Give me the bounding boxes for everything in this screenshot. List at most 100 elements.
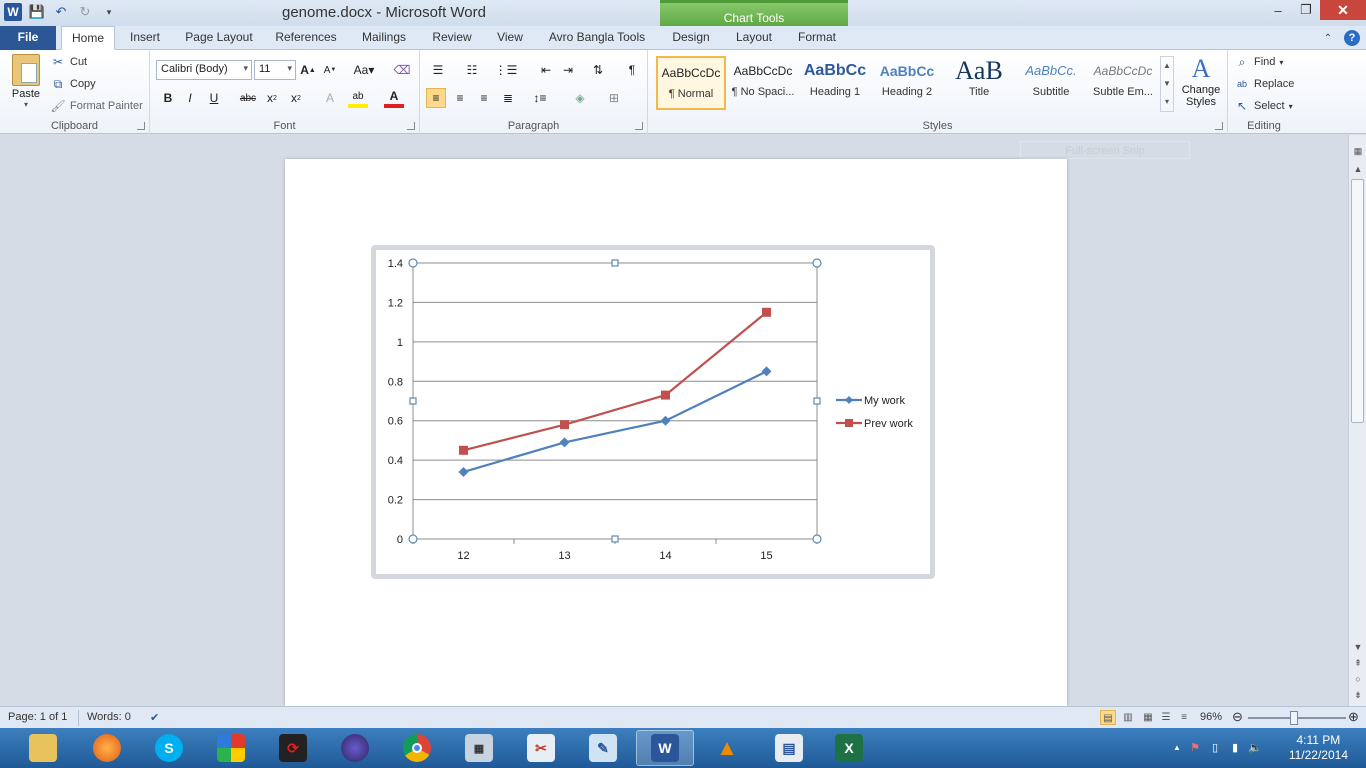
bold-icon[interactable]: B: [163, 91, 173, 105]
volume-icon[interactable]: 🔈: [1248, 742, 1262, 754]
taskbar-firefox[interactable]: [78, 730, 136, 766]
line-chart[interactable]: 0 0.2 0.4 0.6 0.8 1 1.2 1.4 12 13 14 15 My work Prev …: [376, 250, 930, 574]
next-page-icon[interactable]: ⇟: [1354, 690, 1362, 700]
tab-references[interactable]: References: [275, 30, 337, 44]
clipboard-launcher-icon[interactable]: [137, 122, 145, 130]
style-subtle-emphasis[interactable]: AaBbCcDc Subtle Em...: [1093, 64, 1153, 98]
taskbar-skype[interactable]: S: [140, 730, 198, 766]
taskbar-notepad[interactable]: ✎: [574, 730, 632, 766]
action-center-icon[interactable]: ⚑: [1190, 742, 1200, 754]
clock[interactable]: 4:11 PM 11/22/2014: [1288, 733, 1348, 762]
previous-page-icon[interactable]: ⇞: [1354, 658, 1362, 668]
paste-button[interactable]: Paste ▾: [6, 54, 46, 109]
document-page[interactable]: 0 0.2 0.4 0.6 0.8 1 1.2 1.4 12 13 14 15 My work Prev …: [285, 159, 1067, 706]
align-center-icon[interactable]: ≡: [456, 91, 464, 105]
word-logo-icon[interactable]: W: [4, 3, 22, 21]
style-title[interactable]: AaB Title: [955, 56, 1003, 98]
find-button[interactable]: ⌕ Find ▾: [1234, 54, 1284, 70]
tab-view[interactable]: View: [497, 30, 523, 44]
taskbar-eclipse[interactable]: [326, 730, 384, 766]
change-styles-button[interactable]: A Change Styles: [1178, 54, 1224, 108]
style-heading-2[interactable]: AaBbCc Heading 2: [879, 63, 935, 98]
strikethrough-icon[interactable]: abc: [239, 92, 257, 104]
shading-icon[interactable]: ◈: [575, 91, 585, 105]
styles-launcher-icon[interactable]: [1215, 122, 1223, 130]
draft-icon[interactable]: ≡: [1181, 712, 1187, 723]
full-screen-reading-icon[interactable]: ▥: [1123, 712, 1133, 723]
proofing-icon[interactable]: ✔: [150, 712, 160, 724]
cut-button[interactable]: ✂ Cut: [50, 54, 87, 70]
taskbar-windows-app[interactable]: [202, 730, 260, 766]
style-normal[interactable]: AaBbCcDc ¶ Normal: [656, 56, 726, 110]
format-painter-button[interactable]: 🖌 Format Painter: [50, 99, 143, 113]
multilevel-list-icon[interactable]: ⋮☰: [494, 63, 518, 77]
styles-scroll-icon[interactable]: ▲ ▼ ▾: [1160, 56, 1174, 112]
save-icon[interactable]: 💾: [28, 4, 46, 19]
show-hidden-icons[interactable]: ▲: [1173, 743, 1181, 752]
restore-button[interactable]: ❐: [1300, 2, 1312, 17]
borders-icon[interactable]: ⊞: [608, 91, 620, 105]
replace-button[interactable]: ab Replace: [1234, 76, 1294, 92]
taskbar-snipping-tool[interactable]: ✂: [512, 730, 570, 766]
clear-formatting-icon[interactable]: ⌫: [393, 63, 411, 77]
sort-icon[interactable]: ⇅: [592, 63, 604, 77]
minimize-button[interactable]: –: [1274, 2, 1282, 18]
web-layout-icon[interactable]: ▦: [1143, 712, 1153, 723]
style-heading-1[interactable]: AaBbCc Heading 1: [803, 62, 867, 98]
customize-qat-icon[interactable]: ▾: [106, 6, 112, 17]
redo-icon[interactable]: ↻: [79, 4, 91, 19]
print-layout-icon[interactable]: ▤: [1100, 710, 1116, 725]
undo-icon[interactable]: ↶: [55, 4, 67, 19]
taskbar-word[interactable]: W: [636, 730, 694, 766]
decrease-indent-icon[interactable]: ⇤: [540, 63, 552, 77]
scroll-thumb[interactable]: [1351, 179, 1364, 423]
tab-insert[interactable]: Insert: [129, 30, 160, 44]
minimize-ribbon-icon[interactable]: ⌃: [1323, 32, 1333, 44]
vertical-scrollbar[interactable]: ▦ ▲ ▼ ⇞ ○ ⇟: [1348, 135, 1366, 706]
ruler-toggle-icon[interactable]: ▦: [1353, 146, 1363, 156]
tab-page-layout[interactable]: Page Layout: [185, 30, 253, 44]
highlight-icon[interactable]: ab: [348, 88, 368, 108]
align-left-icon[interactable]: ≡: [426, 88, 446, 108]
device-icon[interactable]: ▯: [1211, 742, 1219, 754]
taskbar-excel[interactable]: X: [820, 730, 878, 766]
select-browse-object-icon[interactable]: ○: [1355, 674, 1361, 684]
outline-icon[interactable]: ☰: [1161, 712, 1171, 723]
zoom-level[interactable]: 96%: [1200, 711, 1223, 723]
tab-home[interactable]: Home: [61, 26, 115, 50]
zoom-slider-thumb[interactable]: [1290, 711, 1298, 725]
word-count[interactable]: Words: 0: [87, 711, 131, 723]
tab-review[interactable]: Review: [432, 30, 472, 44]
taskbar-vlc[interactable]: ▲: [698, 730, 756, 766]
zoom-out-icon[interactable]: ⊖: [1232, 709, 1243, 724]
numbering-icon[interactable]: ☷: [466, 63, 478, 77]
taskbar-calculator[interactable]: ▦: [450, 730, 508, 766]
increase-indent-icon[interactable]: ⇥: [562, 63, 574, 77]
style-no-spacing[interactable]: AaBbCcDc ¶ No Spaci...: [731, 64, 795, 98]
style-subtitle[interactable]: AaBbCc. Subtitle: [1025, 63, 1077, 98]
underline-icon[interactable]: U: [209, 91, 219, 105]
select-button[interactable]: ↖ Select ▾: [1234, 98, 1293, 114]
align-right-icon[interactable]: ≡: [480, 91, 488, 105]
network-icon[interactable]: ▮: [1231, 742, 1239, 754]
scroll-down-icon[interactable]: ▼: [1353, 642, 1363, 652]
font-name-select[interactable]: Calibri (Body): [156, 60, 252, 80]
copy-button[interactable]: ⧉ Copy: [50, 76, 96, 92]
page-count[interactable]: Page: 1 of 1: [8, 711, 68, 723]
tab-file[interactable]: File: [0, 26, 56, 50]
text-effects-icon[interactable]: A: [325, 91, 334, 105]
grow-font-icon[interactable]: A ▲: [300, 63, 316, 77]
font-launcher-icon[interactable]: [407, 122, 415, 130]
chart-object[interactable]: 0 0.2 0.4 0.6 0.8 1 1.2 1.4 12 13 14 15 My work Prev …: [371, 245, 935, 579]
italic-icon[interactable]: I: [188, 91, 192, 105]
help-icon[interactable]: ?: [1344, 30, 1360, 46]
zoom-in-icon[interactable]: ⊕: [1348, 709, 1359, 724]
tab-avro-bangla-tools[interactable]: Avro Bangla Tools: [548, 30, 646, 44]
tab-layout[interactable]: Layout: [735, 30, 773, 44]
bullets-icon[interactable]: ☰: [432, 63, 444, 77]
taskbar-file-explorer[interactable]: [14, 730, 72, 766]
line-spacing-icon[interactable]: ↕≡: [533, 91, 547, 105]
font-color-icon[interactable]: A: [384, 88, 404, 108]
font-size-select[interactable]: 11: [254, 60, 296, 80]
